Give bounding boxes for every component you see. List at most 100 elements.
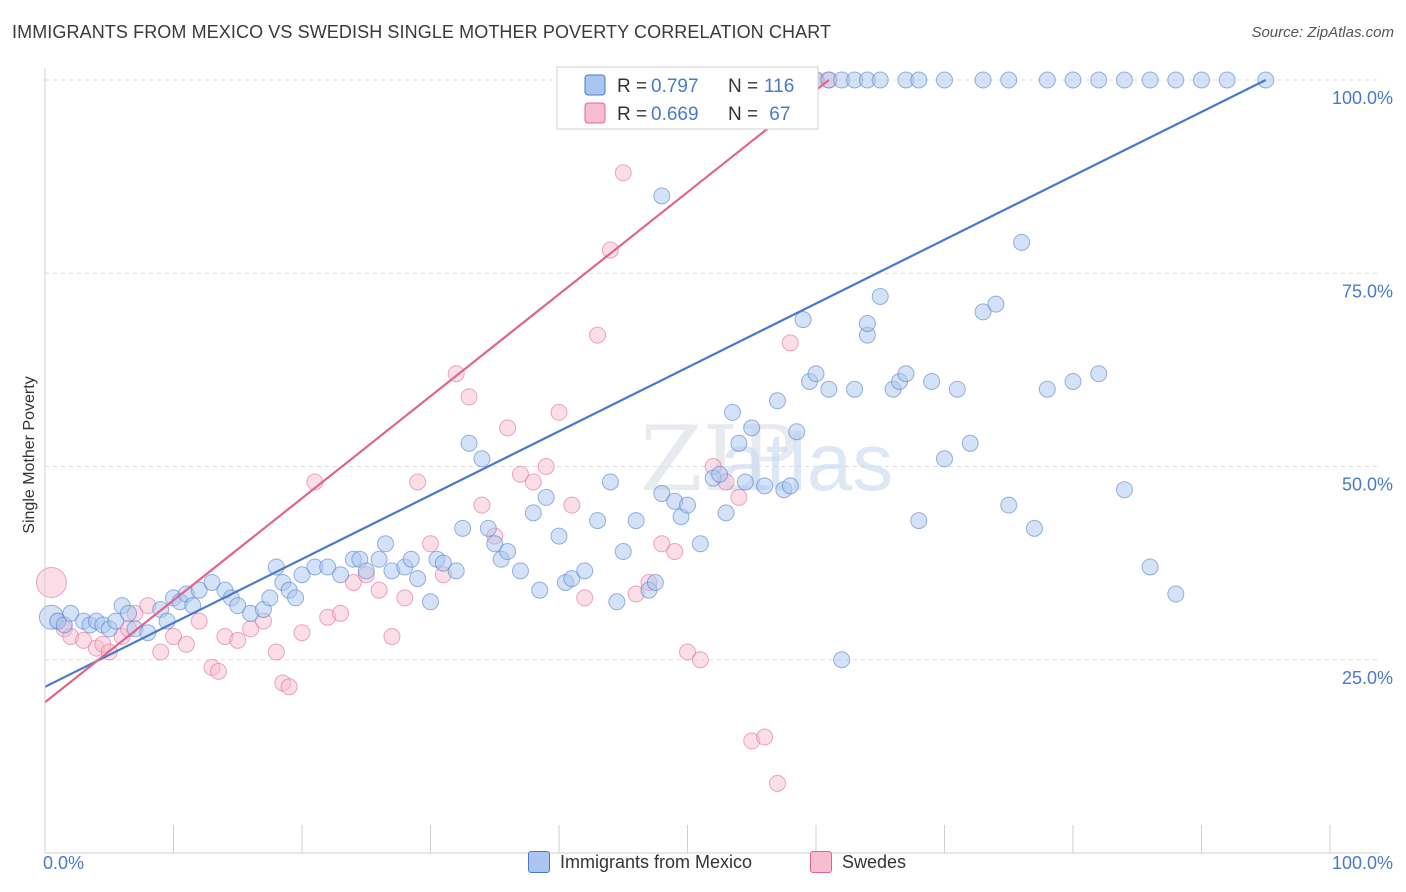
mexico-point-38 [357, 562, 375, 580]
swedes-point-54 [666, 543, 684, 561]
mexico-point-87 [788, 423, 806, 441]
swedes-point-0 [35, 566, 67, 598]
mexico-point-57 [524, 504, 542, 522]
mexico-point-80 [730, 434, 748, 452]
mexico-point-49 [454, 519, 472, 537]
mexico-point-108 [1025, 519, 1043, 537]
mexico-point-60 [550, 527, 568, 545]
swedes-point-4 [75, 631, 93, 649]
mexico-point-20 [190, 581, 208, 599]
mexico-point-3 [62, 604, 80, 622]
x-tick-label-left: 0.0% [43, 853, 84, 873]
swedes-point-53 [653, 535, 671, 553]
mexico-point-31 [287, 589, 305, 607]
swedes-point-32 [383, 628, 401, 646]
swedes-points [35, 71, 838, 792]
swedes-point-62 [768, 774, 786, 792]
swedes-point-46 [563, 496, 581, 514]
mexico-point-32 [293, 566, 311, 584]
mexico-point-93 [846, 380, 864, 398]
stats-swatch-pink [584, 102, 606, 124]
stats-box: R = 0.797 N = 116 R = 0.669 N = 67 [556, 66, 819, 130]
swedes-point-34 [409, 473, 427, 491]
mexico-point-62 [563, 570, 581, 588]
mexico-point-83 [756, 477, 774, 495]
mexico-trend-line [44, 79, 1267, 688]
trend-lines [44, 79, 1267, 704]
mexico-point-34 [319, 558, 337, 576]
legend-label-mexico: Immigrants from Mexico [560, 851, 753, 872]
mexico-point-50 [460, 434, 478, 452]
mexico-point-48 [447, 562, 465, 580]
mexico-point-56 [511, 562, 529, 580]
mexico-point-140 [1193, 71, 1210, 89]
mexico-point-133 [1000, 71, 1018, 89]
mexico-point-44 [409, 570, 427, 588]
mexico-point-24 [229, 597, 247, 615]
swedes-point-48 [589, 326, 607, 344]
mexico-point-45 [422, 593, 439, 611]
swedes-point-45 [550, 403, 568, 421]
mexico-point-63 [576, 562, 594, 580]
swedes-point-50 [614, 164, 632, 182]
mexico-point-9 [107, 612, 125, 630]
swedes-point-17 [209, 662, 227, 680]
legend-swatch-swedes [810, 851, 832, 873]
mexico-point-111 [1090, 365, 1108, 383]
swedes-point-55 [679, 643, 696, 661]
legend-label-swedes: Swedes [842, 851, 907, 872]
mexico-point-131 [936, 71, 953, 89]
mexico-point-27 [261, 589, 279, 607]
swedes-point-28 [332, 604, 350, 622]
chart-source: Source: ZipAtlas.com [1251, 24, 1394, 41]
y-tick-label-3: 100.0% [1332, 88, 1393, 108]
stats-r-label-blue: R = [617, 76, 647, 97]
mexico-points [38, 71, 1275, 669]
mexico-point-51 [473, 450, 491, 468]
mexico-point-78 [717, 504, 735, 522]
mexico-point-82 [743, 419, 761, 437]
swedes-point-24 [280, 678, 298, 696]
mexico-point-114 [1167, 585, 1185, 603]
stats-r-label-pink: R = [617, 104, 647, 125]
mexico-point-138 [1141, 71, 1159, 89]
mexico-point-58 [531, 581, 549, 599]
stats-n-value-blue: 116 [764, 76, 794, 97]
swedes-point-44 [537, 458, 555, 475]
swedes-point-12 [152, 643, 170, 661]
mexico-point-102 [948, 380, 966, 398]
legend-item-mexico[interactable]: Immigrants from Mexico [528, 851, 752, 873]
swedes-point-61 [756, 728, 774, 746]
swedes-point-43 [524, 473, 542, 491]
legend-item-swedes[interactable]: Swedes [810, 851, 906, 873]
swedes-point-42 [511, 465, 529, 483]
mexico-point-139 [1167, 71, 1185, 89]
mexico-point-137 [1115, 71, 1133, 89]
mexico-point-43 [402, 550, 420, 568]
mexico-point-86 [781, 477, 799, 495]
swedes-point-33 [396, 589, 414, 607]
mexico-point-130 [910, 71, 928, 89]
y-tick-label-1: 50.0% [1342, 475, 1393, 495]
stats-n-label-pink: N = [728, 104, 758, 125]
y-tick-label-2: 75.0% [1342, 281, 1393, 301]
stats-n-label-blue: N = [728, 76, 758, 97]
mexico-point-141 [1218, 71, 1236, 89]
mexico-point-91 [820, 380, 838, 398]
mexico-point-39 [370, 550, 388, 568]
swedes-point-13 [165, 628, 182, 646]
grid-lines [45, 79, 1380, 661]
mexico-point-11 [120, 604, 138, 622]
mexico-point-105 [987, 295, 1005, 313]
stats-r-value-pink: 0.669 [651, 104, 699, 125]
mexico-point-100 [923, 372, 941, 390]
swedes-point-41 [499, 419, 517, 437]
stats-swatch-blue [584, 74, 606, 96]
legend-swatch-mexico [528, 851, 550, 873]
swedes-point-39 [473, 496, 491, 514]
stats-r-value-blue: 0.797 [651, 76, 699, 97]
mexico-point-92 [833, 651, 851, 669]
chart-title: IMMIGRANTS FROM MEXICO VS SWEDISH SINGLE… [12, 22, 832, 42]
swedes-point-56 [691, 651, 709, 669]
mexico-point-88 [794, 311, 812, 329]
